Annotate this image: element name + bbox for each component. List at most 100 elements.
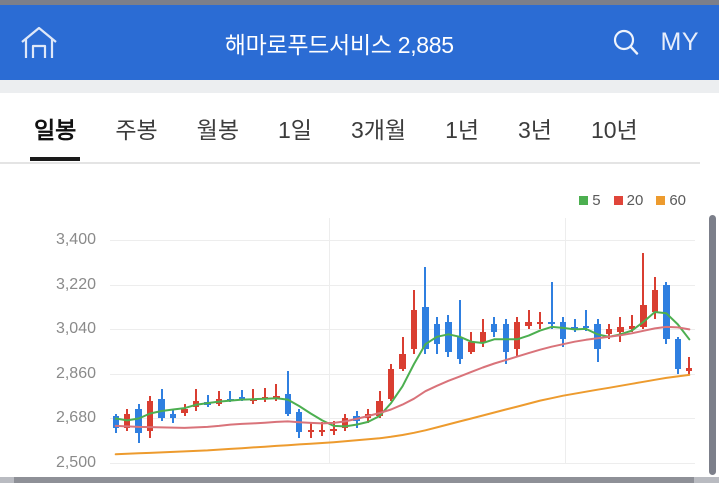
candle-body[interactable] <box>686 367 693 372</box>
candle-wick <box>240 389 243 402</box>
status-strip <box>0 0 719 5</box>
legend-swatch-icon <box>613 196 623 205</box>
candle-wick <box>550 282 553 330</box>
search-button[interactable] <box>607 23 645 63</box>
candlestick-plot[interactable] <box>110 218 695 464</box>
bottom-edge-inner <box>14 477 694 483</box>
tab-2[interactable]: 월봉 <box>196 116 239 143</box>
candle-wick <box>252 388 255 404</box>
candle-body[interactable] <box>445 321 452 352</box>
search-icon <box>613 29 638 55</box>
candle-wick <box>217 391 220 407</box>
candle-wick <box>630 314 633 332</box>
candle-body[interactable] <box>491 324 498 332</box>
candle-body[interactable] <box>399 354 406 369</box>
candle-body[interactable] <box>468 341 475 352</box>
candle-wick <box>229 391 232 403</box>
ma-line-60 <box>114 373 691 456</box>
y-axis-labels: 3,400 3,220 3,040 2,860 2,680 2,500 <box>0 218 106 471</box>
candle-body[interactable] <box>410 309 418 350</box>
legend-item-5: 5 <box>579 192 601 209</box>
candle-body[interactable] <box>548 321 555 325</box>
candle-wick <box>275 383 278 402</box>
header-divider <box>0 80 719 93</box>
tabbar-rule <box>0 162 700 164</box>
ma-line-20 <box>114 325 691 429</box>
gridline-horizontal <box>110 373 695 375</box>
tab-4[interactable]: 3개월 <box>350 116 407 143</box>
candle-wick <box>585 309 588 331</box>
candle-body[interactable] <box>318 429 326 432</box>
tab-6[interactable]: 3년 <box>518 116 552 143</box>
candle-body[interactable] <box>617 326 624 332</box>
app-header: 해마로푸드서비스 2,885 MY <box>0 5 719 80</box>
candle-body[interactable] <box>307 429 314 433</box>
candle-body[interactable] <box>605 329 613 335</box>
tab-0[interactable]: 일봉 <box>29 101 81 161</box>
candle-body[interactable] <box>674 339 681 369</box>
candle-body[interactable] <box>559 321 567 340</box>
candle-body[interactable] <box>433 324 441 345</box>
candle-body[interactable] <box>594 324 601 350</box>
my-button[interactable]: MY <box>660 28 699 56</box>
tab-1[interactable]: 주봉 <box>115 116 158 143</box>
tab-7[interactable]: 10년 <box>590 116 638 143</box>
candle-body[interactable] <box>640 304 647 327</box>
candle-body[interactable] <box>135 408 142 434</box>
candle-body[interactable] <box>651 289 659 313</box>
gridline-horizontal <box>110 418 695 420</box>
page-title: 해마로푸드서비스 2,885 <box>224 31 454 58</box>
candle-body[interactable] <box>181 408 188 414</box>
gridline-horizontal <box>110 284 695 286</box>
candle-wick <box>286 371 289 416</box>
candle-body[interactable] <box>330 429 337 432</box>
candle-body[interactable] <box>513 321 521 350</box>
candle-body[interactable] <box>525 321 532 326</box>
moving-average-layer <box>114 311 691 456</box>
gridline-horizontal <box>110 463 695 464</box>
gridline-horizontal <box>110 240 695 242</box>
tab-5[interactable]: 1년 <box>445 116 480 143</box>
legend-item-60: 60 <box>656 192 686 209</box>
legend-item-20: 20 <box>613 192 644 209</box>
legend-label: 60 <box>669 192 686 209</box>
home-icon <box>21 26 57 58</box>
candle-body[interactable] <box>341 418 349 429</box>
y-tick-label: 2,860 <box>55 364 96 382</box>
tab-3[interactable]: 1일 <box>277 116 312 143</box>
candle-body[interactable] <box>146 401 154 431</box>
candle-body[interactable] <box>284 393 291 414</box>
gridline-vertical <box>565 218 567 463</box>
vertical-scrollbar[interactable] <box>709 215 716 475</box>
candle-wick <box>332 421 335 436</box>
candle-body[interactable] <box>158 398 165 419</box>
candle-body[interactable] <box>571 326 578 330</box>
period-tabbar: 일봉 주봉 월봉 1일 3개월 1년 3년 10년 <box>0 93 719 168</box>
candle-body[interactable] <box>376 401 383 416</box>
candle-body[interactable] <box>169 413 177 419</box>
candle-body[interactable] <box>387 368 395 399</box>
candle-wick <box>401 336 404 372</box>
home-button[interactable] <box>0 5 78 80</box>
gridline-vertical <box>329 218 331 463</box>
ma-line-5 <box>114 311 691 428</box>
candle-body[interactable] <box>582 325 590 329</box>
candle-body[interactable] <box>536 321 544 325</box>
candle-body[interactable] <box>456 336 464 360</box>
ma-legend: 5 20 60 <box>579 192 686 209</box>
candle-wick <box>573 319 576 332</box>
legend-label: 5 <box>592 192 601 209</box>
candle-body[interactable] <box>663 284 670 340</box>
candle-body[interactable] <box>112 415 119 429</box>
candle-body[interactable] <box>479 331 486 342</box>
y-tick-label: 3,040 <box>55 320 96 338</box>
y-tick-label: 2,680 <box>55 409 96 427</box>
candle-body[interactable] <box>238 397 246 400</box>
candle-wick <box>321 422 324 436</box>
candle-body[interactable] <box>628 325 636 330</box>
candle-body[interactable] <box>502 324 509 352</box>
candle-wick <box>642 252 645 330</box>
legend-label: 20 <box>626 192 644 209</box>
candle-body[interactable] <box>422 307 429 350</box>
bottom-edge <box>0 477 719 483</box>
